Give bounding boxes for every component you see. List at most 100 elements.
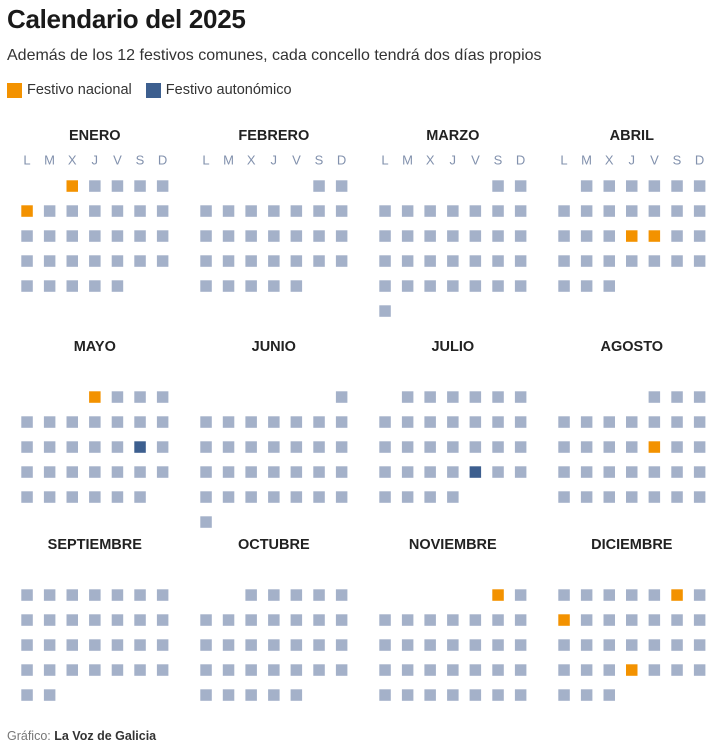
day-noviembre-24 [379, 689, 391, 701]
day-junio-16 [200, 466, 212, 478]
day-julio-5 [492, 391, 504, 403]
day-julio-26 [492, 466, 504, 478]
day-julio-28 [379, 491, 391, 503]
day-septiembre-2 [43, 589, 56, 601]
day-abril-10 [626, 205, 638, 217]
day-agosto-8 [648, 416, 661, 428]
day-junio-28 [313, 491, 325, 503]
weekday-label-marzo-3: J [450, 153, 457, 168]
day-noviembre-25 [401, 689, 414, 701]
day-octubre-16 [268, 639, 280, 651]
footer-prefix: Gráfico: [7, 729, 51, 743]
month-title-abril: ABRIL [610, 128, 654, 144]
day-mayo-5 [21, 416, 33, 428]
day-diciembre-28 [693, 664, 706, 676]
day-agosto-1 [648, 391, 661, 403]
day-mayo-22 [89, 466, 101, 478]
day-febrero-12 [245, 230, 257, 242]
day-enero-12 [156, 205, 169, 217]
day-septiembre-28 [156, 664, 169, 676]
day-octubre-17 [290, 639, 303, 651]
day-octubre-28 [222, 689, 235, 701]
month-title-octubre: OCTUBRE [238, 537, 310, 553]
day-diciembre-21 [693, 639, 706, 651]
day-marzo-2 [514, 180, 527, 192]
weekday-label-enero-3: J [92, 153, 99, 168]
day-diciembre-12 [648, 614, 661, 626]
day-diciembre-16 [580, 639, 593, 651]
weekday-label-marzo-4: V [471, 153, 480, 168]
day-marzo-23 [514, 255, 527, 267]
day-octubre-26 [335, 664, 348, 676]
day-mayo-9 [111, 416, 124, 428]
day-agosto-20 [603, 466, 615, 478]
day-septiembre-21 [156, 639, 169, 651]
month-title-diciembre: DICIEMBRE [591, 537, 673, 553]
weekday-label-marzo-5: S [494, 153, 503, 168]
regional-holiday-mayo-17 [134, 441, 146, 453]
day-diciembre-19 [648, 639, 661, 651]
day-junio-23 [200, 491, 212, 503]
day-diciembre-2 [580, 589, 593, 601]
weekday-label-abril-4: V [650, 153, 659, 168]
day-enero-14 [43, 230, 56, 242]
day-septiembre-11 [89, 614, 101, 626]
day-octubre-5 [335, 589, 348, 601]
day-mayo-4 [156, 391, 169, 403]
footer-credit: Gráfico: La Voz de Galicia [7, 729, 156, 743]
day-octubre-23 [268, 664, 280, 676]
day-octubre-29 [245, 689, 257, 701]
day-diciembre-26 [648, 664, 661, 676]
page-subtitle: Además de los 12 festivos comunes, cada … [7, 47, 542, 64]
day-diciembre-4 [626, 589, 638, 601]
day-enero-19 [156, 230, 169, 242]
day-julio-14 [379, 441, 391, 453]
day-mayo-27 [43, 491, 56, 503]
day-octubre-11 [313, 614, 325, 626]
day-septiembre-16 [43, 639, 56, 651]
legend-label-regional: Festivo autonómico [165, 82, 292, 98]
day-septiembre-7 [156, 589, 169, 601]
day-junio-18 [245, 466, 257, 478]
day-septiembre-19 [111, 639, 124, 651]
day-diciembre-9 [580, 614, 593, 626]
day-febrero-23 [335, 255, 348, 267]
day-julio-11 [469, 416, 482, 428]
day-junio-21 [313, 466, 325, 478]
weekday-label-abril-1: M [581, 153, 592, 168]
weekday-label-abril-0: L [560, 153, 567, 168]
day-marzo-7 [469, 205, 482, 217]
day-mayo-18 [156, 441, 169, 453]
day-octubre-21 [222, 664, 235, 676]
day-agosto-12 [580, 441, 593, 453]
day-enero-11 [134, 205, 146, 217]
day-febrero-2 [335, 180, 348, 192]
day-diciembre-3 [603, 589, 615, 601]
day-febrero-15 [313, 230, 325, 242]
day-febrero-24 [200, 280, 212, 292]
day-junio-6 [290, 416, 303, 428]
day-agosto-29 [648, 491, 661, 503]
day-octubre-22 [245, 664, 257, 676]
weekday-label-febrero-6: D [337, 153, 346, 168]
day-febrero-5 [245, 205, 257, 217]
day-septiembre-20 [134, 639, 146, 651]
day-junio-5 [268, 416, 280, 428]
day-noviembre-7 [469, 614, 482, 626]
day-abril-8 [580, 205, 593, 217]
day-mayo-13 [43, 441, 56, 453]
day-mayo-21 [66, 466, 78, 478]
month-title-enero: ENERO [69, 128, 121, 144]
day-mayo-29 [89, 491, 101, 503]
day-julio-24 [447, 466, 459, 478]
day-mayo-7 [66, 416, 78, 428]
day-febrero-20 [268, 255, 280, 267]
day-enero-9 [89, 205, 101, 217]
day-noviembre-4 [401, 614, 414, 626]
day-julio-12 [492, 416, 504, 428]
day-enero-30 [89, 280, 101, 292]
national-holiday-abril-17 [626, 230, 638, 242]
weekday-label-febrero-4: V [292, 153, 301, 168]
day-agosto-22 [648, 466, 661, 478]
